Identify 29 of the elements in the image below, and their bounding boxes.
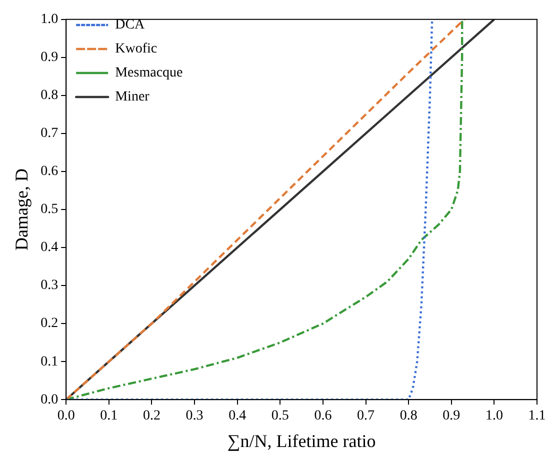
- x-tick-label: 0.7: [357, 408, 375, 424]
- x-tick-label: 0.9: [442, 408, 460, 424]
- y-tick-label: 0.4: [40, 240, 58, 256]
- x-tick-label: 0.2: [142, 408, 160, 424]
- y-tick-label: 0.6: [40, 164, 58, 180]
- y-tick-label: 0.9: [40, 50, 58, 66]
- x-tick-label: 0.0: [57, 408, 75, 424]
- y-tick-label: 0.2: [40, 316, 58, 332]
- y-tick-label: 0.5: [40, 202, 58, 218]
- x-tick-label: 0.3: [186, 408, 204, 424]
- legend-label: Miner: [115, 90, 150, 105]
- y-tick-label: 0.0: [40, 392, 58, 408]
- y-tick-label: 0.8: [40, 88, 58, 104]
- y-tick-label: 0.1: [40, 354, 58, 370]
- x-tick-label: 0.6: [314, 408, 332, 424]
- y-tick-label: 1.0: [40, 12, 58, 28]
- x-tick-label: 0.5: [271, 408, 289, 424]
- y-tick-label: 0.3: [40, 278, 58, 294]
- x-tick-label: 0.8: [400, 408, 418, 424]
- x-axis-title: ∑n/N, Lifetime ratio: [227, 430, 376, 451]
- legend-label: Kwofic: [115, 42, 158, 57]
- legend-label: DCA: [115, 18, 146, 33]
- x-tick-label: 1.0: [485, 408, 503, 424]
- x-tick-label: 0.4: [228, 408, 246, 424]
- y-tick-label: 0.7: [40, 126, 58, 142]
- y-axis-title: Damage, D: [12, 168, 32, 250]
- x-tick-label: 1.1: [528, 408, 546, 424]
- legend-label: Mesmacque: [115, 66, 183, 81]
- x-tick-label: 0.1: [100, 408, 118, 424]
